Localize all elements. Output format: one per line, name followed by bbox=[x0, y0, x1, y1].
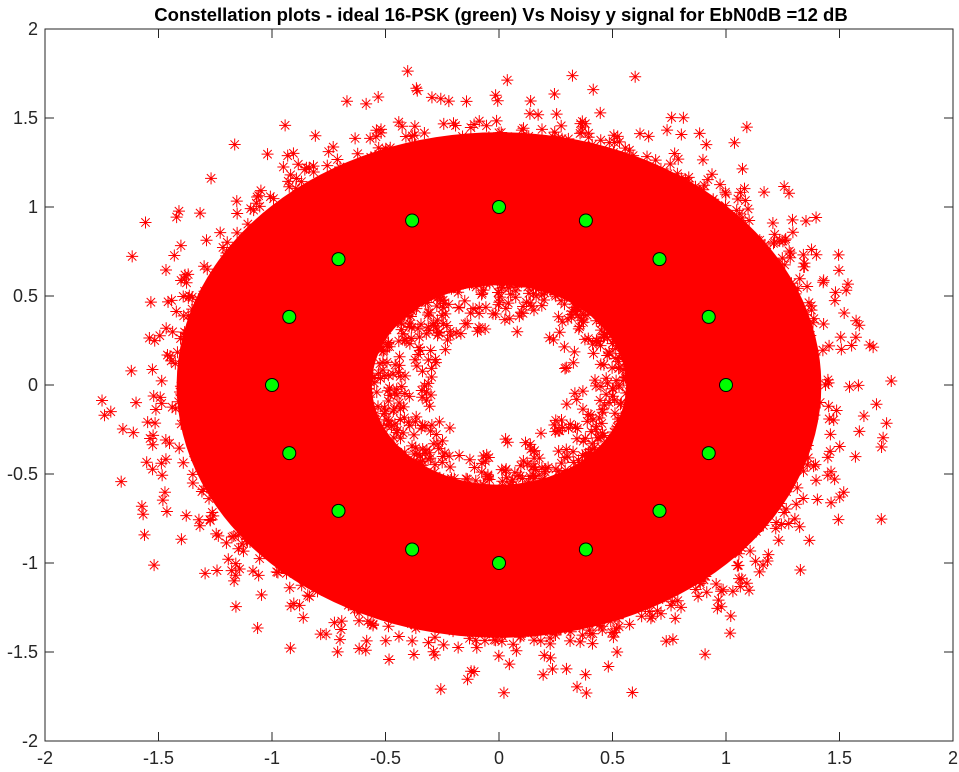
x-tick-label: 2 bbox=[948, 748, 958, 768]
y-tick-label: -2 bbox=[22, 731, 38, 751]
ideal-psk-point bbox=[265, 378, 279, 392]
y-tick-label: 1.5 bbox=[13, 108, 38, 128]
ideal-psk-point bbox=[405, 542, 420, 557]
x-tick-label: 0.5 bbox=[600, 748, 625, 768]
ideal-psk-point bbox=[492, 556, 506, 570]
x-tick-label: -1.5 bbox=[143, 748, 174, 768]
y-tick-label: 1 bbox=[28, 197, 38, 217]
ideal-psk-point bbox=[405, 213, 420, 228]
axis-ticks: -2 -1.5 -1 -0.5 0 0.5 1 1.5 2 -2 -1.5 -1 -0.5 0 0.5 1 1.… bbox=[7, 19, 958, 768]
x-tick-label: -1 bbox=[264, 748, 280, 768]
x-tick-label: 0 bbox=[494, 748, 504, 768]
ideal-psk-point bbox=[282, 446, 297, 461]
y-tick-label: -1 bbox=[22, 553, 38, 573]
ideal-psk-point bbox=[331, 252, 346, 267]
ideal-psk-point bbox=[578, 213, 593, 228]
ideal-psk-point bbox=[282, 309, 297, 324]
ideal-psk-point bbox=[331, 503, 346, 518]
chart-title: Constellation plots - ideal 16-PSK (gree… bbox=[154, 4, 847, 25]
y-tick-label: 0.5 bbox=[13, 286, 38, 306]
y-tick-label: -1.5 bbox=[7, 642, 38, 662]
y-tick-label: 2 bbox=[28, 19, 38, 39]
ideal-psk-point bbox=[701, 309, 716, 324]
ideal-psk-point bbox=[652, 252, 667, 267]
x-tick-label: 1.5 bbox=[827, 748, 852, 768]
ideal-psk-point bbox=[701, 446, 716, 461]
ideal-psk-series bbox=[265, 200, 733, 570]
y-tick-label: -0.5 bbox=[7, 464, 38, 484]
ideal-psk-point bbox=[719, 378, 733, 392]
x-tick-label: 1 bbox=[721, 748, 731, 768]
noisy-signal-markers bbox=[96, 65, 898, 699]
y-tick-label: 0 bbox=[28, 375, 38, 395]
x-tick-label: -2 bbox=[37, 748, 53, 768]
ideal-psk-point bbox=[578, 542, 593, 557]
ideal-psk-point bbox=[492, 200, 506, 214]
ideal-psk-point bbox=[652, 503, 667, 518]
x-tick-label: -0.5 bbox=[370, 748, 401, 768]
